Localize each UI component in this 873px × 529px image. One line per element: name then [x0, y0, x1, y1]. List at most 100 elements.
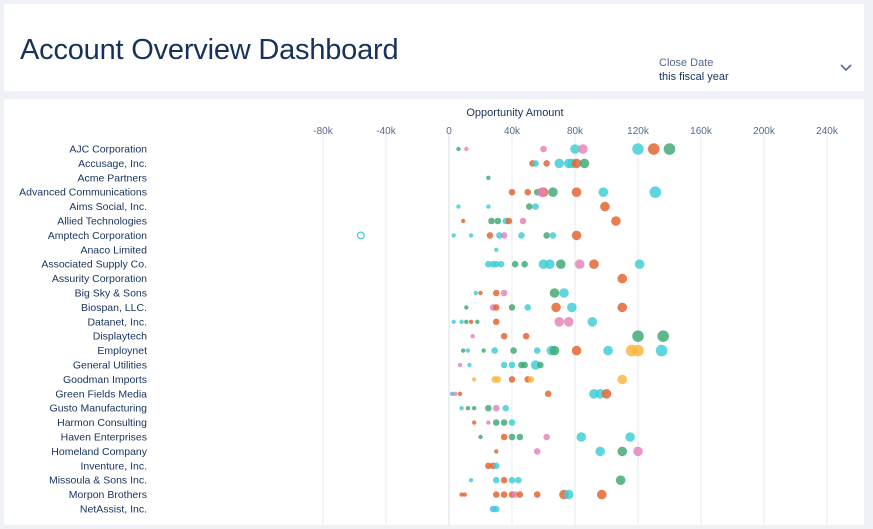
data-point[interactable] [633, 446, 643, 457]
data-point[interactable] [537, 187, 547, 197]
close-date-filter[interactable]: Close Date this fiscal year [659, 57, 852, 87]
data-point[interactable] [500, 361, 508, 369]
data-point[interactable] [492, 505, 500, 513]
data-point[interactable] [574, 259, 585, 269]
data-point[interactable] [595, 446, 605, 457]
data-point[interactable] [516, 491, 524, 498]
data-point[interactable] [617, 302, 628, 313]
data-point[interactable] [603, 345, 613, 356]
data-point[interactable] [508, 376, 516, 383]
data-point[interactable] [554, 317, 565, 327]
data-point[interactable] [508, 188, 516, 196]
data-point[interactable] [578, 144, 588, 154]
data-point[interactable] [486, 420, 491, 425]
data-point[interactable] [457, 391, 463, 396]
data-point[interactable] [486, 232, 494, 239]
data-point[interactable] [601, 389, 612, 399]
data-point[interactable] [533, 448, 541, 455]
data-point[interactable] [451, 233, 456, 238]
data-point[interactable] [511, 260, 519, 268]
data-point[interactable] [500, 232, 508, 239]
data-point[interactable] [459, 492, 464, 497]
data-point[interactable] [486, 175, 491, 180]
data-point[interactable] [485, 404, 492, 412]
data-point[interactable] [657, 330, 669, 342]
data-point[interactable] [508, 304, 516, 311]
data-point[interactable] [473, 290, 478, 296]
data-point[interactable] [472, 406, 477, 411]
data-point[interactable] [492, 491, 500, 498]
data-point[interactable] [453, 391, 458, 396]
data-point[interactable] [497, 260, 505, 268]
data-point[interactable] [600, 201, 610, 212]
data-point[interactable] [521, 260, 528, 268]
data-point[interactable] [494, 217, 502, 225]
data-point[interactable] [460, 348, 466, 353]
data-point[interactable] [530, 360, 541, 370]
data-point[interactable] [468, 478, 474, 483]
data-point[interactable] [505, 217, 513, 225]
data-point[interactable] [533, 491, 541, 498]
data-point[interactable] [481, 348, 486, 353]
data-point[interactable] [515, 476, 522, 484]
data-point[interactable] [459, 406, 464, 411]
data-point[interactable] [488, 217, 495, 225]
data-point[interactable] [508, 361, 516, 369]
data-point[interactable] [464, 319, 469, 324]
data-point[interactable] [485, 260, 492, 268]
data-point[interactable] [655, 344, 668, 357]
data-point[interactable] [543, 160, 550, 167]
data-point[interactable] [496, 232, 503, 239]
data-point[interactable] [492, 404, 500, 412]
data-point[interactable] [508, 419, 516, 426]
data-point[interactable] [533, 347, 541, 354]
data-point[interactable] [516, 433, 524, 441]
data-point[interactable] [589, 259, 599, 269]
data-point[interactable] [494, 247, 499, 252]
data-point[interactable] [519, 217, 527, 225]
data-point[interactable] [456, 146, 461, 152]
data-point[interactable] [465, 348, 471, 353]
data-point[interactable] [556, 259, 566, 269]
data-point[interactable] [540, 145, 547, 153]
data-point[interactable] [549, 288, 560, 298]
data-point[interactable] [532, 203, 539, 210]
data-point[interactable] [518, 232, 525, 239]
data-point[interactable] [492, 304, 500, 311]
data-point[interactable] [527, 376, 535, 383]
data-point[interactable] [510, 347, 517, 354]
data-point[interactable] [472, 377, 477, 382]
data-point[interactable] [617, 446, 628, 457]
data-point[interactable] [647, 143, 660, 155]
data-point[interactable] [563, 317, 574, 327]
data-point[interactable] [632, 143, 644, 155]
data-point[interactable] [468, 233, 474, 238]
data-point[interactable] [467, 362, 472, 368]
data-point[interactable] [492, 462, 500, 470]
data-point[interactable] [625, 432, 635, 442]
data-point[interactable] [524, 304, 532, 311]
data-point[interactable] [492, 476, 500, 484]
data-point[interactable] [478, 290, 483, 296]
data-point[interactable] [632, 344, 644, 357]
data-point[interactable] [356, 231, 365, 240]
data-point[interactable] [563, 489, 574, 500]
data-point[interactable] [478, 434, 483, 440]
data-point[interactable] [549, 345, 560, 356]
data-point[interactable] [475, 319, 480, 324]
data-point[interactable] [543, 433, 550, 441]
data-point[interactable] [502, 404, 510, 412]
data-point[interactable] [611, 216, 621, 226]
data-point[interactable] [464, 305, 469, 310]
data-point[interactable] [554, 158, 565, 169]
data-point[interactable] [456, 204, 461, 209]
data-point[interactable] [548, 187, 558, 197]
data-point[interactable] [579, 158, 590, 169]
data-point[interactable] [457, 362, 463, 368]
data-point[interactable] [570, 144, 580, 154]
data-point[interactable] [500, 476, 508, 484]
data-point[interactable] [544, 390, 552, 398]
data-point[interactable] [492, 419, 500, 426]
data-point[interactable] [543, 232, 550, 239]
data-point[interactable] [500, 419, 508, 426]
